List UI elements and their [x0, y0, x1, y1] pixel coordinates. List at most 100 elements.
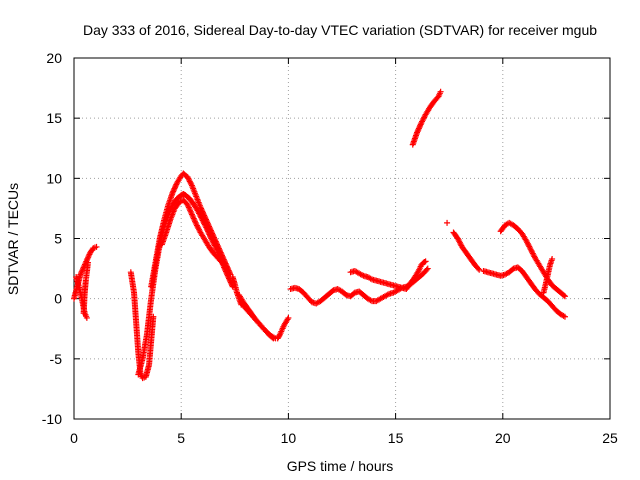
data-point — [169, 189, 176, 196]
data-point — [207, 227, 214, 234]
data-point — [186, 205, 193, 212]
data-point — [417, 122, 424, 129]
data-point — [204, 219, 211, 226]
data-point — [415, 126, 422, 133]
data-point — [437, 88, 444, 95]
y-tick-label: -5 — [50, 351, 63, 367]
data-point — [198, 206, 205, 213]
series-track-f — [148, 170, 234, 290]
data-point — [211, 235, 218, 242]
data-point — [226, 268, 233, 275]
data-point — [422, 258, 429, 265]
data-point — [185, 203, 192, 210]
x-tick-label: 10 — [281, 430, 297, 446]
data-point — [185, 204, 192, 211]
data-point — [285, 314, 292, 321]
data-point — [203, 216, 210, 223]
data-point — [476, 266, 483, 273]
series-track-d — [127, 269, 157, 382]
x-tick-label: 25 — [602, 430, 618, 446]
data-point — [215, 244, 222, 251]
data-point — [93, 243, 100, 250]
data-point — [415, 125, 422, 132]
data-point — [561, 313, 568, 320]
y-tick-label: 15 — [46, 110, 62, 126]
data-point — [190, 215, 197, 222]
x-axis-title: GPS time / hours — [287, 458, 394, 474]
data-point — [201, 212, 208, 219]
series-track-j — [236, 292, 277, 342]
data-point — [223, 264, 230, 271]
data-point — [212, 237, 219, 244]
data-point — [218, 252, 225, 259]
data-point — [170, 187, 177, 194]
data-point — [214, 242, 221, 249]
series-track-n — [444, 219, 451, 226]
data-point — [188, 211, 195, 218]
data-point — [270, 335, 277, 342]
data-point — [150, 313, 157, 320]
y-tick-label: -10 — [42, 411, 62, 427]
data-point — [560, 292, 567, 299]
series-track-a — [71, 243, 100, 302]
data-point — [83, 314, 90, 321]
data-point — [269, 334, 276, 341]
data-point — [210, 233, 217, 240]
data-point — [217, 248, 224, 255]
data-point — [184, 201, 191, 208]
data-point — [207, 226, 214, 233]
series-track-l — [347, 258, 429, 293]
y-axis-title: SDTVAR / TECUs — [5, 183, 21, 295]
data-point — [191, 216, 198, 223]
data-point — [202, 215, 209, 222]
data-point — [201, 213, 208, 220]
data-point — [217, 249, 224, 256]
y-tick-label: 5 — [54, 231, 62, 247]
series-track-q — [497, 219, 568, 300]
data-point — [203, 217, 210, 224]
data-point — [191, 218, 198, 225]
data-point — [222, 263, 229, 270]
y-tick-label: 20 — [46, 50, 62, 66]
data-point — [416, 124, 423, 131]
data-point — [549, 255, 556, 262]
data-point — [172, 182, 179, 189]
data-point — [171, 185, 178, 192]
data-point — [424, 265, 431, 272]
data-point — [206, 223, 213, 230]
data-point — [414, 128, 421, 135]
data-point — [199, 208, 206, 215]
data-point — [444, 219, 451, 226]
data-point — [190, 214, 197, 221]
data-point — [214, 241, 221, 248]
series-track-g — [158, 196, 230, 271]
series-track-r — [540, 255, 556, 296]
data-point — [200, 211, 207, 218]
data-point — [216, 246, 223, 253]
data-point — [84, 259, 91, 266]
data-point — [192, 219, 199, 226]
data-point — [197, 204, 204, 211]
data-point — [209, 231, 216, 238]
series-track-o — [450, 229, 483, 273]
data-point — [208, 228, 215, 235]
data-point — [414, 129, 421, 136]
data-point — [226, 270, 233, 277]
x-tick-label: 15 — [388, 430, 404, 446]
data-point — [209, 230, 216, 237]
data-point — [421, 258, 428, 265]
y-tick-label: 10 — [46, 170, 62, 186]
x-tick-label: 20 — [495, 430, 511, 446]
data-point — [423, 266, 430, 273]
data-point — [215, 245, 222, 252]
data-point — [225, 267, 232, 274]
data-point — [210, 234, 217, 241]
data-point — [198, 205, 205, 212]
data-point — [212, 238, 219, 245]
y-tick-labels: -10 -5 0 5 10 15 20 — [42, 50, 62, 427]
data-point — [206, 224, 213, 231]
chart-title: Day 333 of 2016, Sidereal Day-to-day VTE… — [83, 22, 597, 38]
axis-ticks — [73, 57, 611, 420]
data-points — [71, 88, 568, 382]
data-point — [189, 212, 196, 219]
